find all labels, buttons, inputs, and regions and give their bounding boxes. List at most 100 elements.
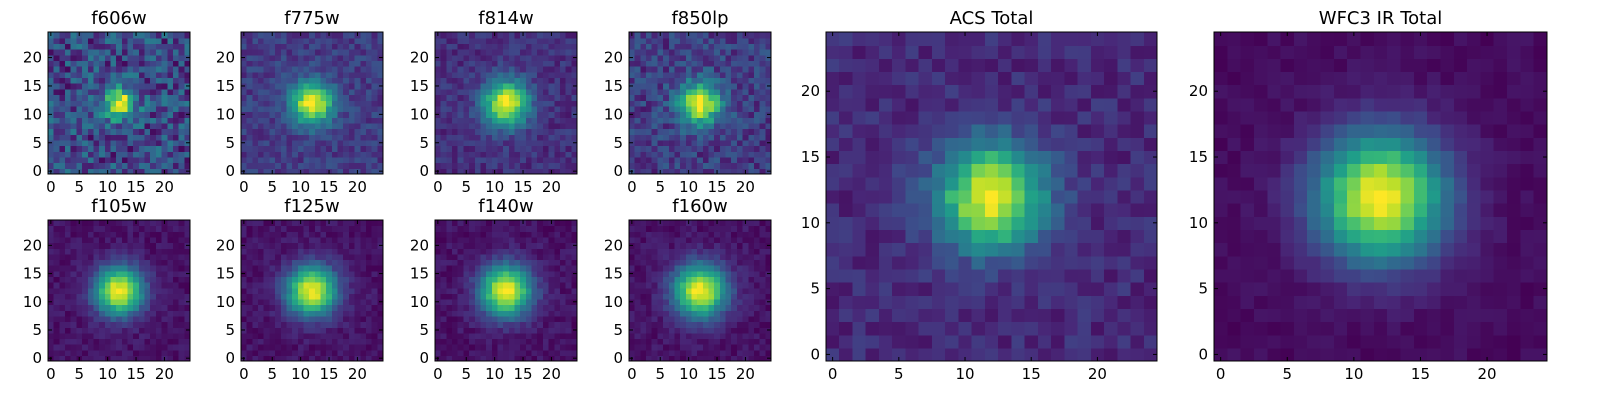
x-tick-label: 20 [542, 365, 561, 383]
heatmap-cell [127, 276, 134, 283]
heatmap-cell [292, 43, 299, 50]
heatmap-cell [167, 43, 174, 50]
heatmap-cell [457, 349, 464, 356]
heatmap-cell [525, 282, 533, 289]
heatmap-cell [719, 139, 727, 147]
heatmap-cell [138, 94, 146, 101]
heatmap-cell [343, 77, 350, 84]
heatmap-cell [275, 293, 282, 300]
heatmap-cell [365, 145, 373, 152]
heatmap-cell [275, 94, 282, 101]
heatmap-cell [525, 151, 533, 158]
heatmap-cell [571, 321, 578, 328]
x-tick-label: 0 [627, 178, 637, 196]
heatmap-cell [554, 298, 561, 306]
heatmap-cell [144, 134, 151, 141]
heatmap-cell [440, 111, 447, 118]
heatmap-cell [457, 134, 464, 141]
heatmap-cell [640, 282, 647, 289]
heatmap-cell [663, 105, 670, 113]
heatmap-cell [314, 128, 322, 135]
heatmap-cell [337, 355, 344, 362]
heatmap-cell [691, 105, 698, 113]
y-tick-label: 20 [410, 236, 429, 254]
heatmap-cell [348, 242, 356, 249]
heatmap-cell [548, 134, 555, 141]
heatmap-cell [440, 310, 447, 317]
heatmap-cell [452, 276, 459, 283]
heatmap-cell [150, 338, 157, 345]
heatmap-cell [269, 321, 276, 328]
heatmap-cell [99, 151, 106, 158]
heatmap-cell [371, 225, 378, 232]
heatmap-cell [360, 128, 367, 135]
heatmap-cell [87, 77, 95, 84]
heatmap-cell [292, 88, 299, 96]
heatmap-cell [657, 304, 664, 311]
heatmap-cell [320, 236, 327, 244]
y-tick-label: 5 [32, 321, 42, 339]
heatmap-cell [116, 117, 123, 124]
heatmap-cell [275, 265, 282, 272]
heatmap-cell [697, 327, 704, 334]
heatmap-cell [748, 37, 755, 44]
heatmap-cell [133, 134, 140, 141]
heatmap-cell [474, 105, 482, 113]
heatmap-cell [452, 83, 459, 90]
heatmap-cell [104, 265, 112, 272]
heatmap-cell [520, 321, 527, 328]
heatmap-cell [469, 344, 476, 351]
heatmap-cell [753, 49, 761, 56]
heatmap-cell [537, 94, 544, 101]
heatmap-cell [680, 282, 687, 289]
heatmap-cell [554, 327, 561, 334]
heatmap-cell [184, 60, 191, 67]
heatmap-cell [486, 37, 493, 44]
heatmap-cell [360, 259, 367, 266]
heatmap-cell [59, 236, 66, 244]
heatmap-cell [87, 248, 95, 255]
heatmap-cell [326, 54, 333, 61]
heatmap-cell [463, 265, 470, 272]
heatmap-cell [554, 259, 561, 266]
heatmap-cell [133, 259, 140, 266]
heatmap-cell [292, 71, 299, 79]
heatmap-cell [155, 111, 163, 118]
heatmap-cell [309, 37, 316, 44]
heatmap-cell [116, 134, 123, 141]
panel-title: f140w [478, 196, 533, 217]
heatmap-cell [167, 134, 174, 141]
heatmap-cell [127, 139, 134, 147]
heatmap-cell [634, 32, 641, 39]
heatmap-cell [326, 71, 333, 79]
heatmap-cell [520, 259, 527, 266]
heatmap-cell [736, 43, 744, 50]
heatmap-cell [326, 60, 333, 67]
heatmap-cell [629, 304, 636, 311]
heatmap-cell [371, 117, 378, 124]
heatmap-cell [634, 71, 641, 79]
heatmap-cell [668, 162, 676, 169]
heatmap-cell [133, 248, 140, 255]
heatmap-cell [554, 128, 561, 135]
heatmap-cell [365, 71, 373, 79]
heatmap-cell [337, 66, 344, 73]
heatmap-cell [765, 117, 772, 124]
heatmap-cell [491, 231, 499, 238]
heatmap-cell [127, 253, 134, 261]
heatmap-cell [503, 66, 510, 73]
heatmap-cell [674, 111, 681, 118]
heatmap-cell [116, 83, 123, 90]
heatmap-cell [82, 321, 89, 328]
heatmap-cell [765, 338, 772, 345]
heatmap-cell [440, 332, 447, 340]
heatmap-cell [446, 315, 453, 323]
heatmap-cell [765, 315, 772, 323]
heatmap-cell [303, 122, 310, 130]
heatmap-cell [178, 156, 185, 164]
heatmap-cell [263, 293, 270, 300]
heatmap-cell [127, 168, 134, 175]
heatmap-cell [87, 259, 95, 266]
heatmap-cell [104, 71, 112, 79]
heatmap-cell [116, 151, 123, 158]
